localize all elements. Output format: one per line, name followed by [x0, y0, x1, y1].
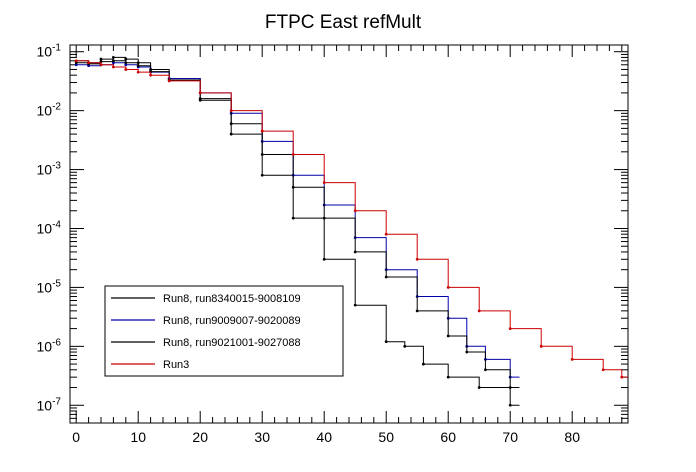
x-tick-label: 50 [378, 429, 394, 445]
series-layer [74, 56, 628, 407]
data-point [229, 132, 233, 136]
data-point [149, 73, 153, 77]
data-point [415, 257, 419, 261]
data-point [74, 59, 78, 63]
legend-label: Run3 [163, 359, 189, 371]
x-tick-label: 30 [254, 429, 270, 445]
legend-label: Run8, run8340015-9008109 [163, 293, 301, 305]
data-point [322, 181, 326, 185]
x-tick-label: 10 [130, 429, 146, 445]
data-point [477, 386, 481, 389]
data-point [570, 358, 574, 361]
data-point [124, 61, 128, 65]
data-point [446, 286, 450, 289]
data-point [87, 61, 90, 65]
data-point [198, 91, 202, 95]
y-tick-label: 10-2 [37, 102, 62, 119]
data-point [260, 129, 264, 133]
data-point [124, 63, 128, 67]
y-tick-label: 10-6 [37, 337, 62, 354]
y-axis: 10-7 10-6 10-5 10-4 10-3 10-2 10-1 [37, 43, 628, 424]
data-point [353, 209, 357, 213]
data-point [291, 216, 295, 220]
data-point [508, 327, 512, 330]
data-point [99, 63, 103, 67]
data-point [384, 275, 388, 279]
legend-box [104, 285, 344, 377]
data-point [403, 344, 407, 348]
x-tick-label: 80 [564, 429, 580, 445]
data-point [322, 216, 326, 220]
x-tick-label: 0 [72, 429, 80, 445]
data-point [415, 309, 419, 313]
y-tick-label: 10-4 [37, 219, 62, 236]
data-point [99, 57, 103, 61]
y-tick-label: 10-1 [37, 43, 62, 60]
x-tick-label: 60 [440, 429, 456, 445]
data-point [620, 375, 624, 379]
data-point [353, 250, 357, 254]
data-point [446, 375, 450, 379]
data-point [136, 64, 140, 68]
x-tick-label: 70 [502, 429, 518, 445]
y-tick-label: 10-5 [37, 278, 62, 295]
data-point [539, 344, 543, 348]
data-point [384, 340, 388, 344]
data-point [124, 57, 128, 61]
data-point [422, 362, 425, 366]
data-point [74, 63, 78, 67]
data-point [112, 65, 115, 69]
data-point [198, 97, 202, 101]
y-tick-label: 10-3 [37, 161, 62, 178]
data-point [353, 303, 357, 307]
data-point [260, 173, 264, 177]
x-axis: 0 10 20 30 40 50 60 70 80 [72, 45, 623, 445]
chart-title: FTPC East refMult [265, 12, 422, 33]
data-point [260, 153, 264, 156]
legend: Run8, run8340015-9008109 Run8, run9009007… [104, 285, 344, 377]
series-4 [74, 59, 628, 379]
data-point [477, 309, 481, 313]
x-tick-label: 20 [192, 429, 208, 445]
data-point [229, 122, 233, 126]
data-point [229, 109, 233, 113]
series-line [76, 60, 520, 388]
data-point [112, 56, 115, 59]
data-point [291, 185, 295, 189]
data-point [291, 153, 295, 156]
data-point [167, 79, 171, 83]
data-point [124, 68, 128, 71]
data-point [112, 59, 115, 63]
legend-label: Run8, run9021001-9027088 [163, 337, 301, 349]
data-point [384, 232, 388, 236]
data-point [601, 368, 605, 372]
y-tick-label: 10-7 [37, 396, 62, 413]
data-point [465, 350, 469, 354]
data-point [484, 368, 487, 372]
data-point [136, 70, 140, 74]
x-tick-label: 40 [316, 429, 332, 445]
data-point [508, 386, 512, 389]
data-point [446, 334, 450, 338]
legend-label: Run8, run9009007-9020089 [163, 315, 301, 327]
data-point [322, 257, 326, 261]
data-point [508, 403, 512, 407]
